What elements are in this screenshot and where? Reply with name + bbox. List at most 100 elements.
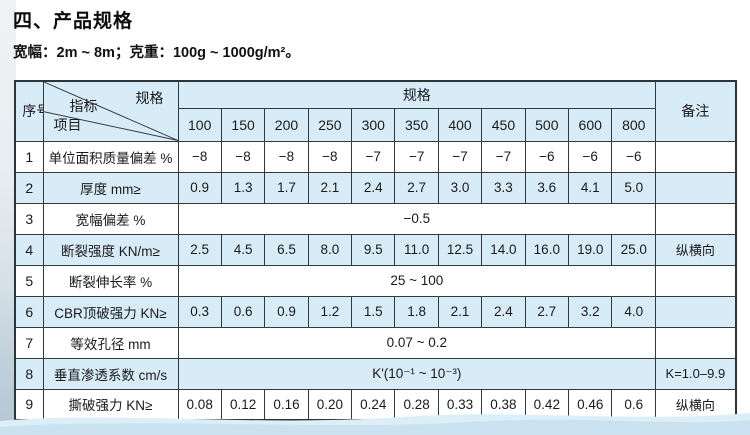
table-row: 7 等效孔径 mm 0.07 ~ 0.2 — [14, 326, 737, 359]
value-cell: 12.5 — [437, 233, 483, 266]
value-cell: 2.1 — [307, 171, 353, 204]
value-cell: 14.0 — [481, 233, 526, 266]
spec-column-header: 350 — [394, 107, 439, 142]
value-cell: 2.4 — [481, 295, 526, 328]
value-cell: 0.08 — [177, 388, 222, 421]
value-cell: 2.4 — [351, 171, 396, 204]
spec-column-header: 500 — [524, 107, 570, 142]
row-no: 7 — [14, 326, 44, 359]
row-no: 6 — [14, 295, 44, 328]
spec-column-header: 250 — [307, 107, 353, 142]
row-no: 5 — [14, 264, 44, 297]
value-cell: 8.0 — [307, 233, 353, 266]
value-cell: 0.9 — [177, 171, 222, 204]
value-cell: 16.0 — [524, 233, 570, 266]
value-cell: 2.5 — [177, 233, 222, 266]
spec-column-header: 100 — [177, 107, 222, 142]
value-cell: −8 — [220, 140, 266, 173]
remark-cell — [655, 202, 737, 235]
merged-value-cell: K'(10⁻¹ ~ 10⁻³) — [177, 357, 657, 390]
header-remark: 备注 — [655, 80, 737, 142]
page-subtitle: 宽幅：2m ~ 8m；克重：100g ~ 1000g/m²。 — [13, 45, 300, 61]
table-row: 6 CBR顶破强力 KN≥ 0.3 0.6 0.9 1.2 1.5 1.8 2.… — [14, 295, 737, 328]
value-cell: 0.3 — [177, 295, 222, 328]
value-cell: 4.5 — [220, 233, 266, 266]
merged-value-cell: 25 ~ 100 — [177, 264, 657, 297]
remark-cell — [655, 264, 737, 297]
remark-cell: K=1.0–9.9 — [655, 357, 737, 390]
row-no: 1 — [14, 140, 44, 173]
row-label: 断裂伸长率 % — [42, 264, 179, 297]
value-cell: 3.2 — [568, 295, 613, 328]
header-diagonal-cell: 指标 规格 项目 — [42, 80, 179, 142]
value-cell: 6.5 — [264, 233, 309, 266]
value-cell: 1.8 — [394, 295, 439, 328]
spec-column-header: 800 — [611, 107, 657, 142]
bottom-wave-graphic — [0, 413, 750, 435]
table-row: 2 厚度 mm≥ 0.9 1.3 1.7 2.1 2.4 2.7 3.0 3.3… — [14, 171, 737, 204]
value-cell: 3.6 — [524, 171, 570, 204]
remark-cell — [655, 326, 737, 359]
value-cell: 1.3 — [220, 171, 266, 204]
value-cell: 0.12 — [220, 388, 266, 421]
value-cell: 9.5 — [351, 233, 396, 266]
value-cell: 3.0 — [437, 171, 483, 204]
product-spec-table: 序号 指标 规格 项目 规格 备注 100 150 200 250 300 35… — [14, 80, 737, 421]
row-no: 3 — [14, 202, 44, 235]
value-cell: 0.28 — [394, 388, 439, 421]
row-label: 撕破强力 KN≥ — [42, 388, 179, 421]
header-metric-label: 指标 — [69, 98, 98, 114]
value-cell: 2.7 — [524, 295, 570, 328]
row-no: 2 — [14, 171, 44, 204]
diagonal-lines — [44, 82, 177, 140]
value-cell: 0.46 — [568, 388, 613, 421]
row-no: 4 — [14, 233, 44, 266]
value-cell: −7 — [351, 140, 396, 173]
remark-cell — [655, 140, 737, 173]
spec-column-header: 450 — [481, 107, 526, 142]
value-cell: 25.0 — [611, 233, 657, 266]
value-cell: −7 — [481, 140, 526, 173]
row-label: 等效孔径 mm — [42, 326, 179, 359]
value-cell: −8 — [264, 140, 309, 173]
row-label: 厚度 mm≥ — [42, 171, 179, 204]
header-spec-group: 规格 — [177, 80, 657, 109]
table-row: 5 断裂伸长率 % 25 ~ 100 — [14, 264, 737, 297]
merged-value-cell: −0.5 — [177, 202, 657, 235]
value-cell: 11.0 — [394, 233, 439, 266]
table-row: 3 宽幅偏差 % −0.5 — [14, 202, 737, 235]
header-spec-label: 规格 — [135, 90, 164, 106]
remark-cell — [655, 295, 737, 328]
value-cell: −6 — [568, 140, 613, 173]
row-label: 垂直渗透系数 cm/s — [42, 357, 179, 390]
header-item-label: 项目 — [53, 116, 82, 133]
remark-cell: 纵横向 — [655, 233, 737, 266]
value-cell: 0.6 — [611, 388, 657, 421]
merged-value-cell: 0.07 ~ 0.2 — [177, 326, 657, 359]
row-label: CBR顶破强力 KN≥ — [42, 295, 179, 328]
row-label: 断裂强度 KN/m≥ — [42, 233, 179, 266]
table-row: 1 单位面积质量偏差 % −8 −8 −8 −8 −7 −7 −7 −7 −6 … — [14, 140, 737, 173]
spec-column-header: 300 — [351, 107, 396, 142]
value-cell: 0.6 — [220, 295, 266, 328]
header-no: 序号 — [14, 80, 44, 142]
spec-column-header: 150 — [220, 107, 266, 142]
value-cell: 0.16 — [264, 388, 309, 421]
spec-column-header: 200 — [264, 107, 309, 142]
value-cell: 1.5 — [351, 295, 396, 328]
value-cell: −8 — [307, 140, 353, 173]
value-cell: 1.2 — [307, 295, 353, 328]
value-cell: −8 — [177, 140, 222, 173]
value-cell: 2.7 — [394, 171, 439, 204]
table-row: 9 撕破强力 KN≥ 0.08 0.12 0.16 0.20 0.24 0.28… — [14, 388, 737, 421]
spec-column-header: 600 — [568, 107, 613, 142]
value-cell: −7 — [437, 140, 483, 173]
row-label: 宽幅偏差 % — [42, 202, 179, 235]
table-row: 4 断裂强度 KN/m≥ 2.5 4.5 6.5 8.0 9.5 11.0 12… — [14, 233, 737, 266]
table-row: 8 垂直渗透系数 cm/s K'(10⁻¹ ~ 10⁻³) K=1.0–9.9 — [14, 357, 737, 390]
spec-column-header: 400 — [437, 107, 483, 142]
value-cell: 19.0 — [568, 233, 613, 266]
left-edge-background — [0, 0, 16, 435]
value-cell: 3.3 — [481, 171, 526, 204]
value-cell: 0.9 — [264, 295, 309, 328]
